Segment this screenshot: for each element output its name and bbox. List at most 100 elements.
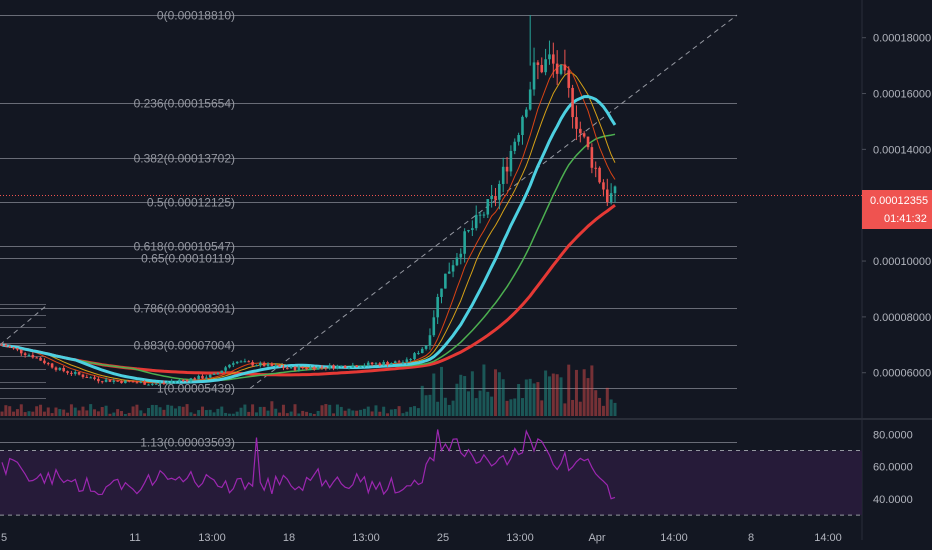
volume-bar [77, 410, 81, 416]
candle-body [274, 365, 278, 367]
candle-body [124, 380, 127, 384]
candle-body [320, 366, 324, 368]
volume-bar [224, 412, 228, 416]
candle-body [328, 365, 332, 369]
candle-body [66, 371, 69, 373]
volume-bar [316, 410, 320, 416]
volume-bar [517, 384, 521, 416]
volume-bar [281, 404, 285, 416]
volume-bar [212, 412, 216, 416]
volume-bar [455, 383, 459, 416]
volume-bar [170, 405, 174, 416]
volume-bar [463, 376, 467, 416]
volume-bar [89, 404, 93, 416]
time-tick-label: Apr [588, 532, 605, 544]
volume-bar [46, 407, 50, 416]
candle-body [505, 166, 509, 172]
candle-body [467, 230, 470, 232]
candle-body [62, 367, 65, 372]
volume-bar [262, 406, 266, 416]
candle-body [386, 361, 389, 365]
volume-bar [505, 400, 509, 416]
time-axis[interactable]: 5 11 13:00 18 13:00 25 13:00 Apr 14:00 8 14:00 [1, 532, 842, 544]
volume-bar [154, 405, 158, 416]
volume-bar [108, 413, 112, 416]
fib-level-label: 0.65(0.00010119) [141, 252, 235, 266]
volume-bar [586, 378, 590, 416]
volume-bar [285, 413, 289, 416]
volume-bar [166, 404, 170, 416]
volume-bar [235, 411, 239, 416]
candle-body [339, 365, 343, 367]
candle-body [93, 377, 96, 379]
fibonacci-retracement[interactable]: 0(0.00018810) 0.236(0.00015654) 0.382(0.00… [0, 9, 862, 450]
volume-bar [532, 383, 536, 416]
volume-bar [447, 404, 451, 416]
candle-body [23, 353, 27, 355]
candle-body [471, 228, 474, 231]
volume-bar [312, 413, 316, 416]
volume-bar [278, 412, 282, 416]
candle-body [509, 150, 513, 172]
candle-body [540, 64, 544, 73]
candle-body [463, 231, 466, 254]
candle-body [81, 374, 85, 377]
volume-bar [509, 399, 513, 416]
candle-body [401, 362, 405, 364]
volume-bar [482, 364, 486, 416]
volume-bar [378, 411, 382, 416]
price-tick-label: 0.00014000 [873, 144, 931, 156]
volume-bar [432, 373, 436, 416]
volume-bar [578, 401, 582, 416]
candle-body [494, 195, 497, 200]
candle-body [420, 348, 424, 354]
candle-body [567, 70, 571, 88]
candle-body [355, 365, 358, 368]
volume-bar [571, 399, 575, 416]
candle-body [444, 273, 447, 289]
volume-bar [374, 405, 378, 416]
candle-body [598, 167, 601, 183]
volume-bar [474, 398, 478, 416]
candle-body [498, 183, 501, 200]
rsi-pane[interactable]: 80.0000 60.0000 40.0000 [0, 429, 913, 516]
candle-body [609, 193, 613, 202]
fib-level-label: 0.883(0.00007004) [134, 339, 235, 353]
volume-bar [540, 400, 544, 416]
candle-body [555, 63, 559, 74]
volume-bar [355, 410, 359, 416]
candle-body [112, 380, 116, 382]
candle-body [285, 368, 289, 370]
volume-bar [139, 410, 143, 416]
candle-body [478, 214, 482, 216]
volume-bar [397, 406, 401, 416]
candle-body [12, 347, 15, 349]
candle-body [393, 361, 397, 364]
candle-body [486, 199, 490, 215]
candle-body [262, 362, 266, 367]
candle-body [559, 64, 563, 74]
volume-bar [220, 406, 224, 416]
volume-bar [582, 369, 586, 416]
volume-bar [231, 413, 235, 416]
volume-bar [590, 365, 594, 416]
price-tick-label: 0.00010000 [873, 256, 931, 268]
candle-body [197, 375, 200, 380]
candle-body [100, 381, 104, 383]
candle-body [232, 363, 235, 365]
candle-body [216, 372, 220, 374]
candle-body [282, 366, 285, 369]
candles[interactable] [0, 15, 617, 386]
candle-body [259, 362, 262, 366]
candle-body [374, 363, 378, 365]
fib-level-label: 0(0.00018810) [157, 9, 235, 23]
fib-level-label: 1(0.00005439) [157, 382, 235, 396]
candle-body [571, 87, 574, 118]
volume-bar [177, 406, 181, 416]
volume-bar [62, 409, 66, 416]
candle-body [135, 382, 139, 384]
candle-body [301, 366, 305, 369]
volume-bar [293, 404, 297, 416]
